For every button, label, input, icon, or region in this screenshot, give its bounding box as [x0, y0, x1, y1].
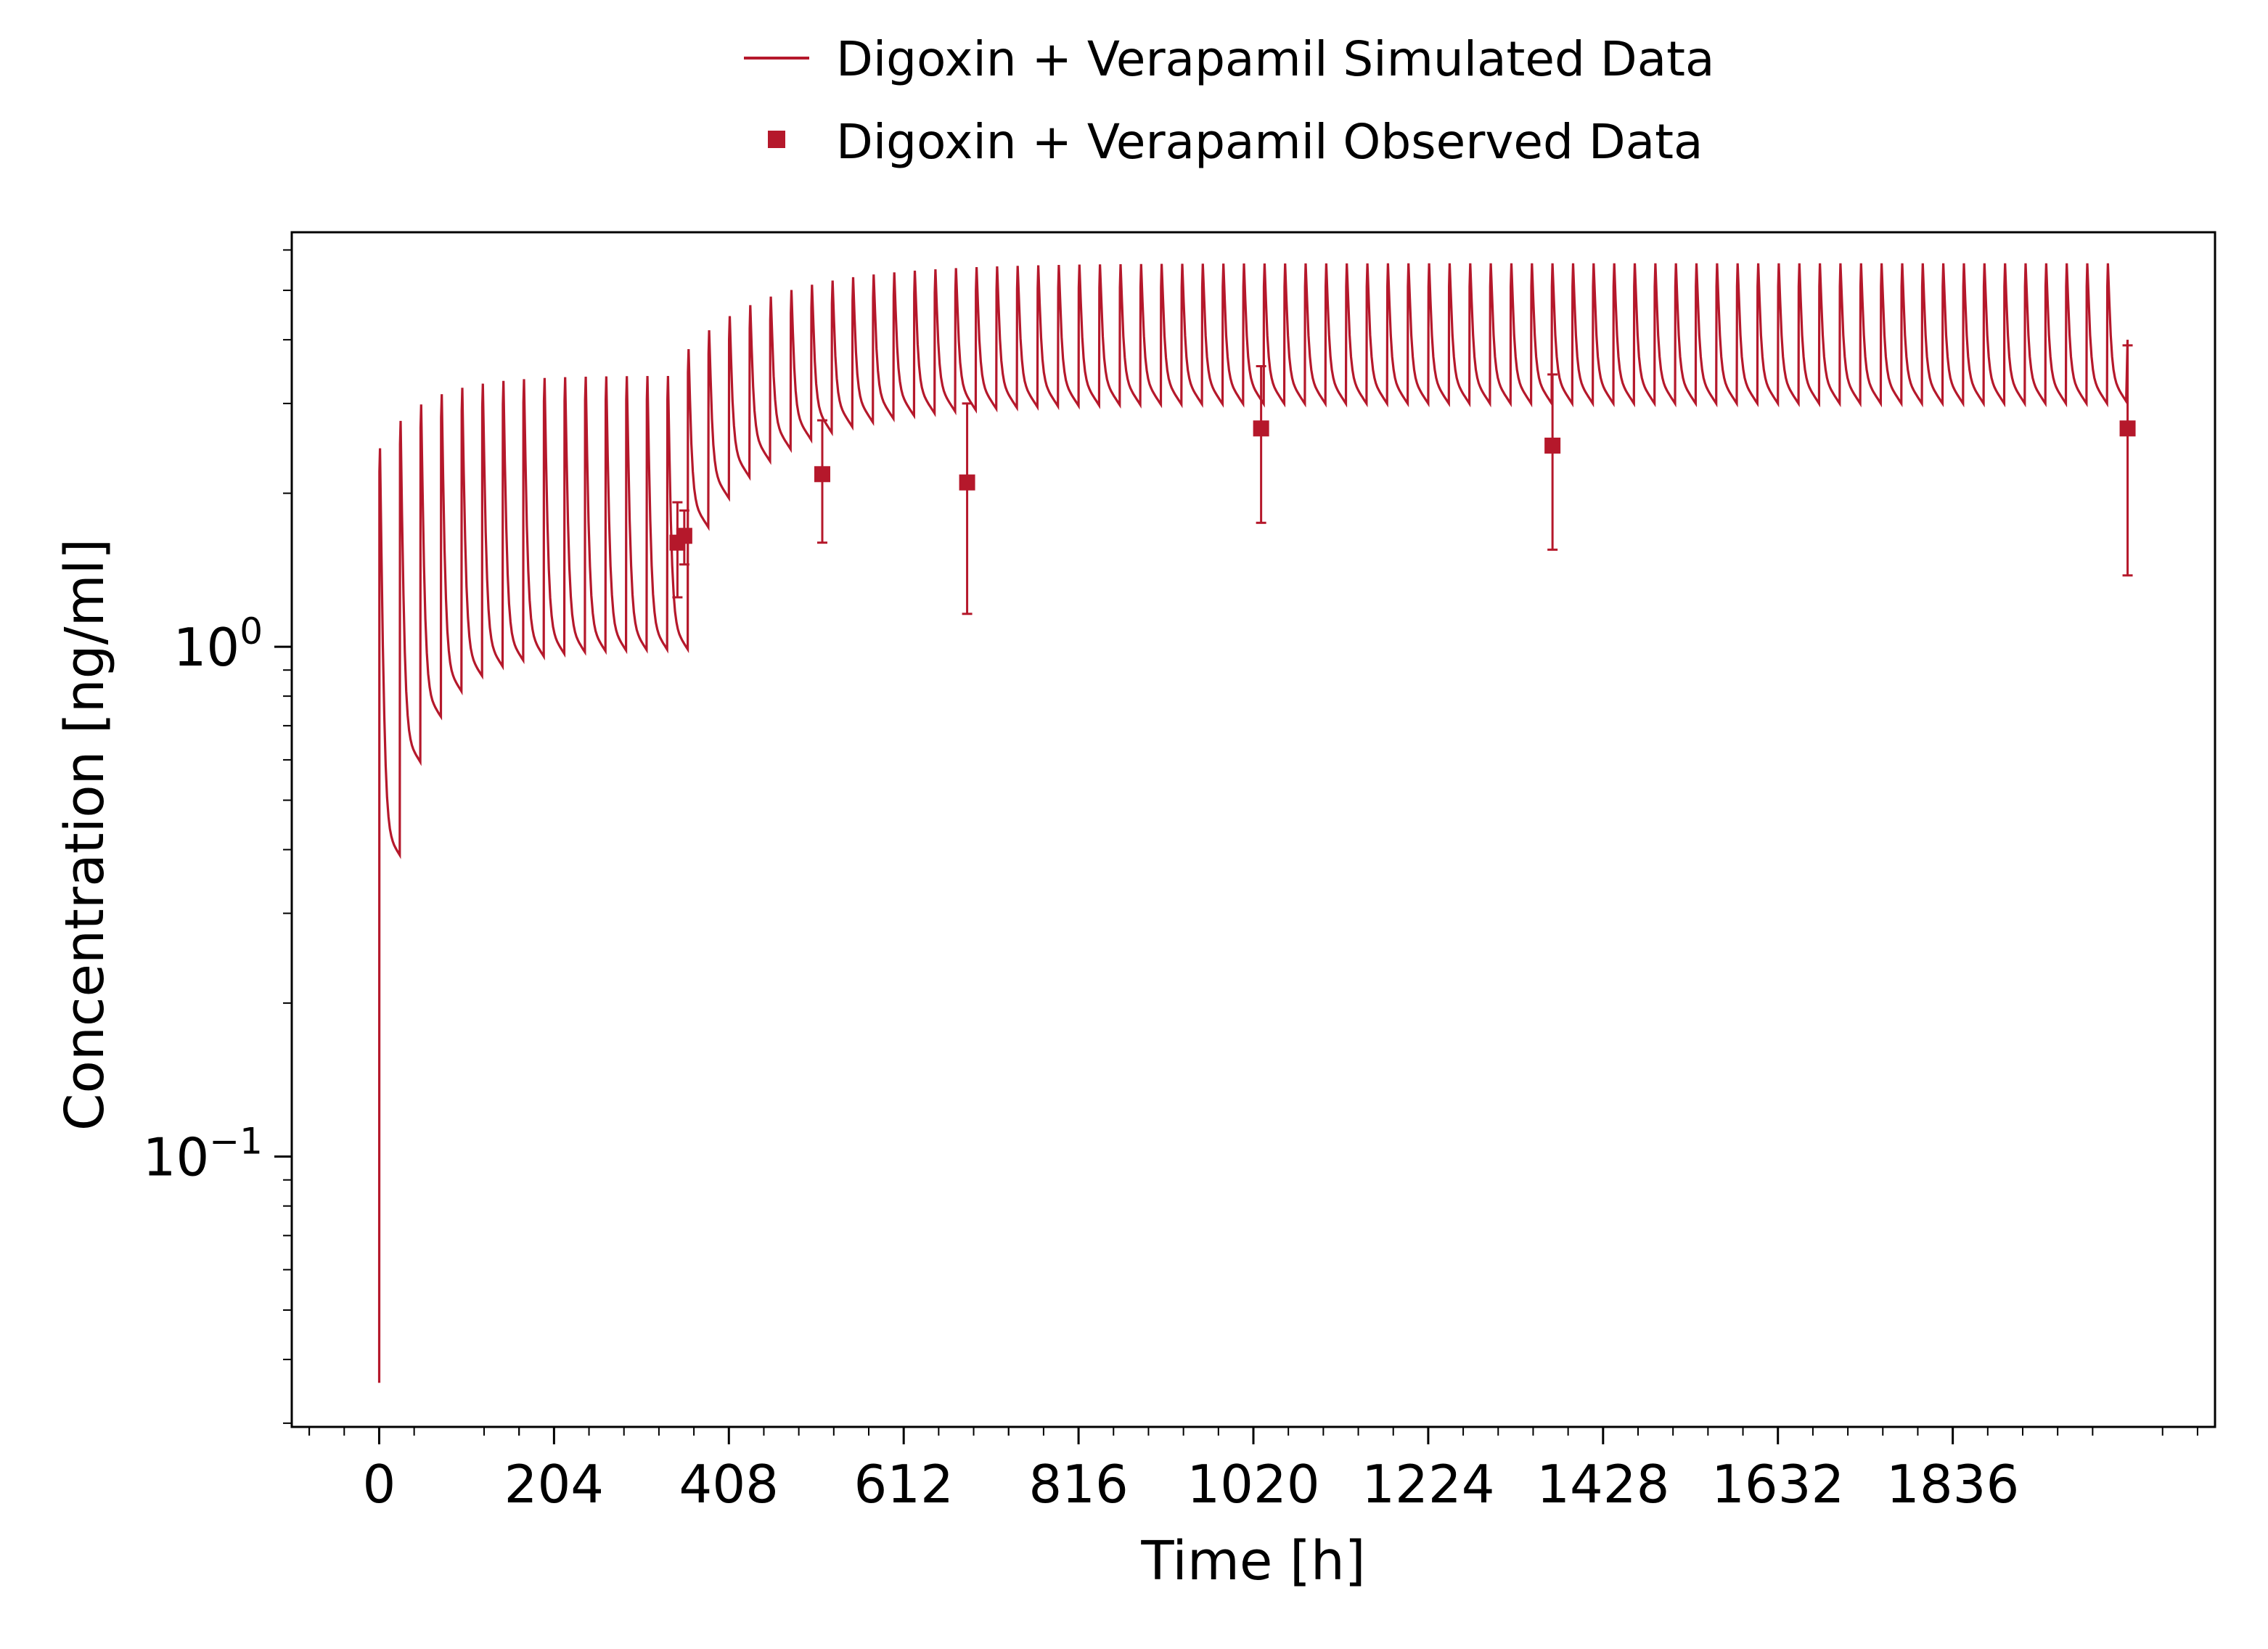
x-tick-label: 1020: [1187, 1454, 1319, 1515]
observed-point: [1544, 373, 1561, 551]
x-tick-label: 816: [1028, 1454, 1128, 1515]
observed-point: [814, 419, 830, 544]
plot-area: [377, 263, 2136, 1383]
legend-label-simulated: Digoxin + Verapamil Simulated Data: [836, 31, 1714, 87]
observed-marker: [1253, 420, 1269, 437]
x-tick-label: 0: [363, 1454, 396, 1515]
observed-point: [959, 402, 975, 615]
observed-marker: [959, 474, 975, 491]
y-tick-label: 100: [173, 610, 263, 678]
y-axis-title: Concentration [ng/ml]: [54, 539, 116, 1131]
x-tick-label: 1428: [1536, 1454, 1669, 1515]
observed-marker: [676, 528, 692, 544]
legend-marker-swatch: [768, 131, 785, 148]
observed-point: [2119, 344, 2136, 577]
legend: Digoxin + Verapamil Simulated Data Digox…: [744, 31, 1714, 170]
y-tick-label: 10−1: [143, 1121, 263, 1188]
x-axis-title: Time [h]: [1140, 1530, 1365, 1592]
observed-point: [676, 509, 692, 566]
observed-point: [1253, 365, 1269, 524]
observed-marker: [2119, 420, 2136, 437]
x-tick-label: 408: [679, 1454, 779, 1515]
x-tick-label: 1632: [1711, 1454, 1844, 1515]
y-axis: 10−1 100: [143, 249, 292, 1424]
x-tick-label: 612: [853, 1454, 953, 1515]
x-axis: 0 204 408 612 816 1020 1224 1428 1632 1836: [308, 1427, 2198, 1515]
simulated-series-line: [377, 263, 2129, 1383]
x-tick-label: 1836: [1886, 1454, 2019, 1515]
observed-marker: [1544, 437, 1561, 454]
x-tick-label: 1224: [1362, 1454, 1494, 1515]
legend-label-observed: Digoxin + Verapamil Observed Data: [836, 114, 1703, 170]
x-tick-label: 204: [504, 1454, 604, 1515]
observed-marker: [814, 466, 830, 483]
